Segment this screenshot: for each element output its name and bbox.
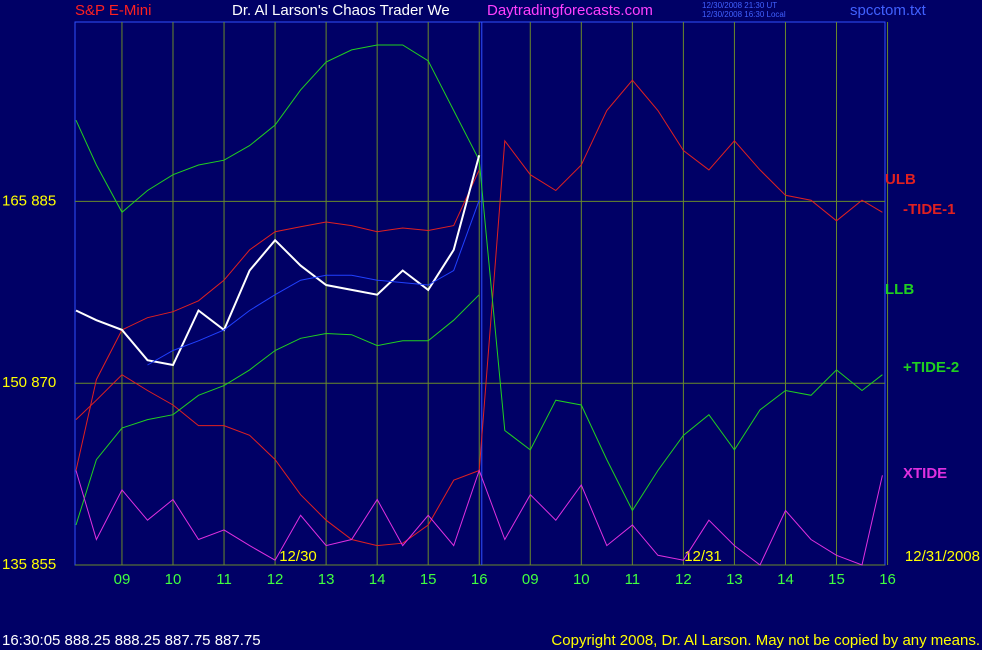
x-tick-label: 15 <box>828 571 845 588</box>
file-name: spcctom.txt <box>850 2 927 19</box>
symbol: S&P E-Mini <box>75 2 151 19</box>
title: Dr. Al Larson's Chaos Trader We <box>232 2 450 19</box>
y-tick-label: 165 885 <box>2 192 56 209</box>
date-label: 12/31 <box>684 548 722 565</box>
series-line <box>147 200 480 366</box>
x-tick-label: 13 <box>318 571 335 588</box>
legend-label: XTIDE <box>903 465 947 482</box>
y-tick-label: 150 870 <box>2 374 56 391</box>
x-tick-label: 10 <box>573 571 590 588</box>
time-local: 12/30/2008 16:30 Local <box>702 10 786 19</box>
x-tick-label: 10 <box>165 571 182 588</box>
x-tick-label: 09 <box>522 571 539 588</box>
x-tick-label: 12 <box>675 571 692 588</box>
y-tick-label: 135 855 <box>2 556 56 573</box>
legend-label: LLB <box>885 281 914 298</box>
site: Daytradingforecasts.com <box>487 2 653 19</box>
x-tick-label: 15 <box>420 571 437 588</box>
legend-label: -TIDE-1 <box>903 201 956 218</box>
x-tick-label: 09 <box>114 571 131 588</box>
x-tick-label: 16 <box>879 571 896 588</box>
legend-label: +TIDE-2 <box>903 359 959 376</box>
quote: 16:30:05 888.25 888.25 887.75 887.75 <box>2 632 261 649</box>
series-line <box>75 294 480 526</box>
x-tick-label: 14 <box>369 571 386 588</box>
date-label: 12/31/2008 <box>905 548 980 565</box>
x-tick-label: 12 <box>267 571 284 588</box>
date-label: 12/30 <box>279 548 317 565</box>
series-line <box>75 469 883 566</box>
plot-frame <box>74 21 886 566</box>
series-line <box>75 44 883 512</box>
x-tick-label: 11 <box>625 571 641 588</box>
copyright: Copyright 2008, Dr. Al Larson. May not b… <box>551 632 980 649</box>
x-tick-label: 13 <box>726 571 743 588</box>
time-ut: 12/30/2008 21:30 UT <box>702 1 777 10</box>
legend-label: ULB <box>885 171 916 188</box>
series-line <box>75 169 480 471</box>
series-line <box>75 155 481 367</box>
x-tick-label: 16 <box>471 571 488 588</box>
x-tick-label: 11 <box>216 571 232 588</box>
x-tick-label: 14 <box>777 571 794 588</box>
